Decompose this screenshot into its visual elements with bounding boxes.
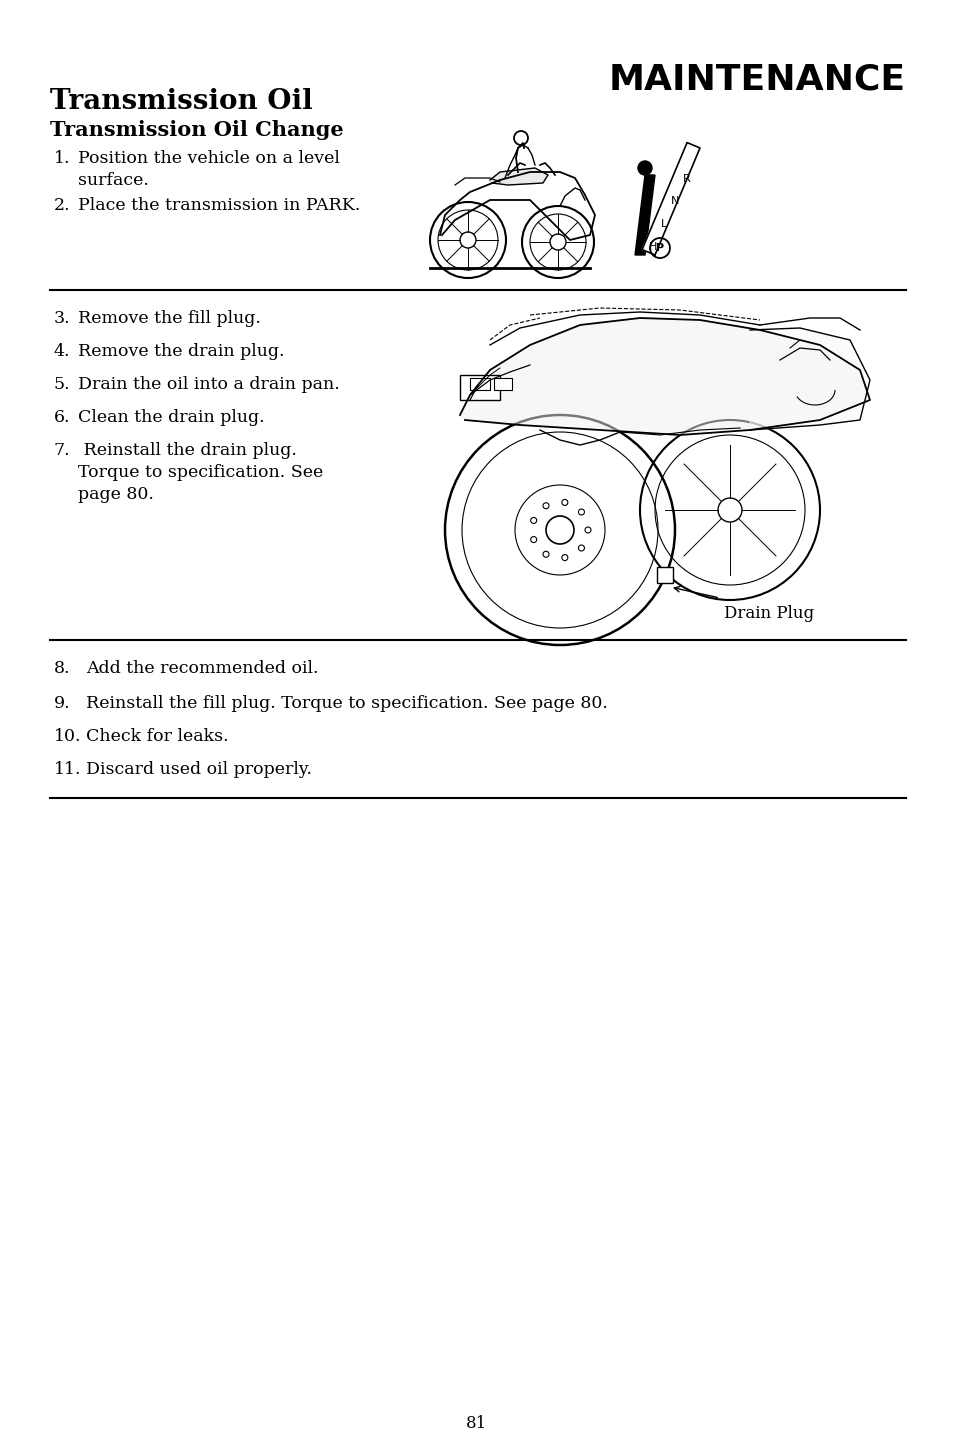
Text: surface.: surface. xyxy=(78,172,149,189)
Text: N: N xyxy=(671,196,679,206)
Text: 3.: 3. xyxy=(54,310,71,327)
Text: 9.: 9. xyxy=(54,695,71,712)
Text: 11.: 11. xyxy=(54,760,81,778)
Text: R: R xyxy=(681,173,689,183)
Text: L: L xyxy=(660,220,667,230)
Text: Check for leaks.: Check for leaks. xyxy=(86,728,229,744)
Text: Discard used oil properly.: Discard used oil properly. xyxy=(86,760,312,778)
Text: Place the transmission in PARK.: Place the transmission in PARK. xyxy=(78,196,360,214)
Text: Clean the drain plug.: Clean the drain plug. xyxy=(78,409,264,426)
Text: 7.: 7. xyxy=(54,442,71,459)
Bar xyxy=(459,375,499,400)
Text: MAINTENANCE: MAINTENANCE xyxy=(608,63,905,96)
Text: 81: 81 xyxy=(466,1415,487,1432)
Circle shape xyxy=(638,161,651,174)
Polygon shape xyxy=(749,329,869,430)
Polygon shape xyxy=(490,169,547,185)
Text: 2.: 2. xyxy=(54,196,71,214)
Text: Reinstall the drain plug.: Reinstall the drain plug. xyxy=(78,442,296,459)
Text: 5.: 5. xyxy=(54,377,71,393)
Polygon shape xyxy=(641,142,700,254)
Text: Transmission Oil Change: Transmission Oil Change xyxy=(50,121,343,140)
Text: Drain Plug: Drain Plug xyxy=(723,605,813,622)
Polygon shape xyxy=(635,174,655,254)
Text: Add the recommended oil.: Add the recommended oil. xyxy=(86,660,318,678)
Text: 4.: 4. xyxy=(54,343,71,361)
Bar xyxy=(657,567,672,583)
Text: page 80.: page 80. xyxy=(78,486,153,503)
Text: Remove the drain plug.: Remove the drain plug. xyxy=(78,343,284,361)
Polygon shape xyxy=(459,318,869,435)
Text: Transmission Oil: Transmission Oil xyxy=(50,89,313,115)
Text: P: P xyxy=(656,243,663,253)
Text: Drain the oil into a drain pan.: Drain the oil into a drain pan. xyxy=(78,377,339,393)
Bar xyxy=(470,378,490,390)
Text: Remove the fill plug.: Remove the fill plug. xyxy=(78,310,260,327)
Text: H: H xyxy=(649,243,657,253)
Text: 6.: 6. xyxy=(54,409,71,426)
Text: 1.: 1. xyxy=(54,150,71,167)
Bar xyxy=(494,378,512,390)
Text: Reinstall the fill plug. Torque to specification. See page 80.: Reinstall the fill plug. Torque to speci… xyxy=(86,695,607,712)
Text: Position the vehicle on a level: Position the vehicle on a level xyxy=(78,150,339,167)
Text: 10.: 10. xyxy=(54,728,81,744)
Text: 8.: 8. xyxy=(54,660,71,678)
Text: Torque to specification. See: Torque to specification. See xyxy=(78,464,323,481)
